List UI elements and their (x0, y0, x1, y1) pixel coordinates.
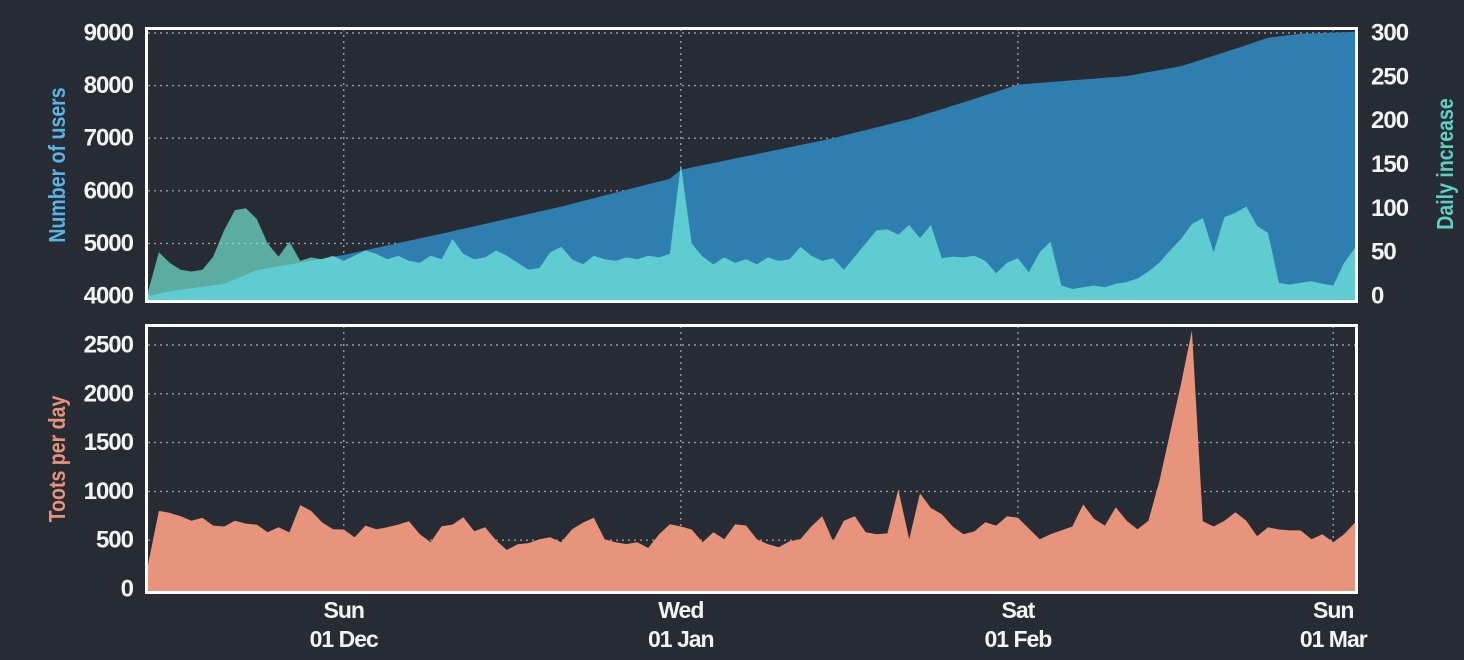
tick-label: Sun (324, 597, 364, 623)
tick-label: 500 (96, 527, 134, 554)
toots-area (148, 330, 1355, 592)
daily-increase-area (148, 164, 1355, 301)
tick-label: 1000 (84, 478, 134, 505)
tick-label: 7000 (84, 125, 134, 152)
tick-label: 100 (1371, 195, 1409, 222)
tick-label: 250 (1371, 63, 1409, 90)
tick-label: 6000 (84, 177, 134, 204)
top-panel-frame (145, 27, 1358, 303)
tick-label: 5000 (84, 230, 134, 257)
tick-label: 150 (1371, 151, 1409, 178)
tick-label: 1500 (84, 429, 134, 456)
tick-label: 01 Feb (984, 626, 1052, 652)
tick-label: 9000 (84, 20, 134, 47)
tick-label: 8000 (84, 72, 134, 99)
tick-label: 4000 (84, 283, 134, 310)
bottom-panel-plot (148, 326, 1355, 592)
tick-label: Sat (1002, 597, 1036, 623)
tick-label: 01 Dec (310, 626, 379, 652)
tick-label: 01 Mar (1300, 626, 1368, 652)
tick-label: 50 (1371, 239, 1396, 266)
tick-label: 0 (121, 576, 134, 603)
tick-label: 300 (1371, 20, 1409, 47)
tick-label: 01 Jan (648, 626, 714, 652)
tick-label: Sun (1313, 597, 1353, 623)
bottom-panel-frame (145, 324, 1358, 594)
tick-label: 2000 (84, 380, 134, 407)
users-area (148, 31, 1355, 301)
tick-label: Wed (658, 597, 703, 623)
tick-label: 2500 (84, 332, 134, 359)
top-panel-plot (148, 29, 1355, 301)
tick-label: 200 (1371, 107, 1409, 134)
tick-label: 0 (1371, 283, 1384, 310)
